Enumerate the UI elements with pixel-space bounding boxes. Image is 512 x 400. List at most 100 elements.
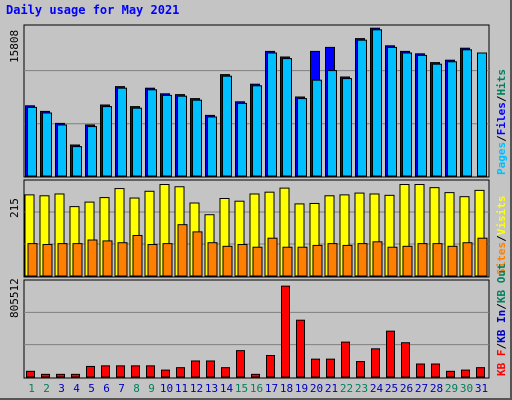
legend-entry: Pages	[495, 142, 508, 175]
day-label: 2	[43, 382, 50, 395]
kbytes-bar	[101, 365, 110, 378]
kbytes-bar	[251, 373, 260, 378]
pages-bar	[312, 79, 322, 177]
sites-bar	[387, 246, 398, 277]
sites-bar	[267, 237, 278, 277]
day-label: 1	[28, 382, 35, 395]
kbytes-bar	[116, 365, 125, 378]
sites-bar	[402, 245, 413, 277]
sites-bar	[222, 245, 233, 277]
day-label: 8	[133, 382, 140, 395]
day-label: 25	[385, 382, 398, 395]
day-label: 9	[148, 382, 155, 395]
day-label: 19	[295, 382, 308, 395]
kbytes-bar	[416, 363, 425, 378]
day-label: 15	[235, 382, 248, 395]
pages-bar	[447, 61, 457, 177]
legend-entry: KB F	[495, 350, 508, 377]
pages-bar	[222, 75, 232, 177]
day-label: 23	[355, 382, 368, 395]
sites-bar	[342, 244, 353, 277]
legend-entry: /	[495, 303, 508, 310]
sites-bar	[282, 246, 293, 277]
sites-bar	[432, 243, 443, 277]
panel-legend: KB F/KB In/KB Out	[495, 263, 508, 376]
panel-legend: Pages/Files/Hits	[495, 69, 508, 175]
day-label: 17	[265, 382, 278, 395]
sites-bar	[417, 243, 428, 277]
kbytes-bar	[386, 330, 395, 378]
pages-bar	[432, 63, 442, 177]
kbytes-bar	[236, 350, 245, 378]
day-label: 5	[88, 382, 95, 395]
day-label: 11	[175, 382, 188, 395]
day-label: 14	[220, 382, 234, 395]
pages-bar	[462, 49, 472, 177]
sites-bar	[312, 244, 323, 277]
pages-bar	[57, 124, 67, 177]
sites-bar	[42, 244, 53, 277]
day-label: 7	[118, 382, 125, 395]
day-label: 3	[58, 382, 65, 395]
sites-bar	[192, 231, 203, 277]
kbytes-bar	[326, 358, 335, 378]
day-label: 16	[250, 382, 263, 395]
day-label: 18	[280, 382, 293, 395]
kbytes-bar	[86, 365, 95, 378]
sites-bar	[477, 237, 488, 277]
kbytes-bar	[26, 370, 35, 378]
day-label: 26	[400, 382, 413, 395]
day-label: 22	[340, 382, 353, 395]
panel-max-label: 15808	[8, 30, 21, 63]
sites-bar	[117, 242, 128, 277]
legend-entry: Hits	[495, 69, 508, 96]
sites-bar	[297, 246, 308, 277]
sites-bar	[102, 240, 113, 277]
pages-bar	[282, 58, 292, 177]
kbytes-bar	[431, 363, 440, 378]
kbytes-bar	[71, 373, 80, 378]
pages-bar	[102, 106, 112, 177]
sites-bar	[177, 224, 188, 277]
sites-bar	[57, 243, 68, 277]
sites-bar	[462, 242, 473, 277]
pages-bar	[117, 87, 127, 177]
day-label: 28	[430, 382, 443, 395]
pages-bar	[237, 102, 247, 177]
legend-entry: KB In	[495, 310, 508, 343]
day-label: 24	[370, 382, 384, 395]
pages-bar	[147, 89, 157, 177]
panel-max-label: 215	[8, 198, 21, 218]
pages-bar	[417, 54, 427, 177]
kbytes-bar	[221, 367, 230, 378]
day-label: 20	[310, 382, 323, 395]
pages-bar	[177, 95, 187, 177]
day-label: 27	[415, 382, 428, 395]
kbytes-bar	[401, 342, 410, 378]
legend-entry: /	[495, 135, 508, 142]
legend-entry: Visits	[495, 196, 508, 236]
legend-entry: /	[495, 95, 508, 102]
pages-bar	[477, 52, 487, 177]
legend-entry: /	[495, 343, 508, 350]
day-label: 30	[460, 382, 473, 395]
day-label: 6	[103, 382, 110, 395]
pages-bar	[192, 99, 202, 177]
pages-bar	[132, 107, 142, 177]
day-label: 12	[190, 382, 203, 395]
kbytes-bar	[266, 354, 275, 378]
day-label: 4	[73, 382, 80, 395]
sites-bar	[87, 239, 98, 277]
kbytes-bar	[131, 365, 140, 378]
sites-bar	[27, 243, 38, 277]
pages-bar	[42, 112, 52, 177]
sites-bar	[252, 246, 263, 277]
legend-entry: /	[495, 235, 508, 242]
sites-bar	[162, 243, 173, 277]
panel-bottom	[23, 279, 490, 379]
kbytes-bar	[311, 358, 320, 378]
kbytes-bar	[161, 369, 170, 378]
pages-bar	[162, 94, 172, 177]
